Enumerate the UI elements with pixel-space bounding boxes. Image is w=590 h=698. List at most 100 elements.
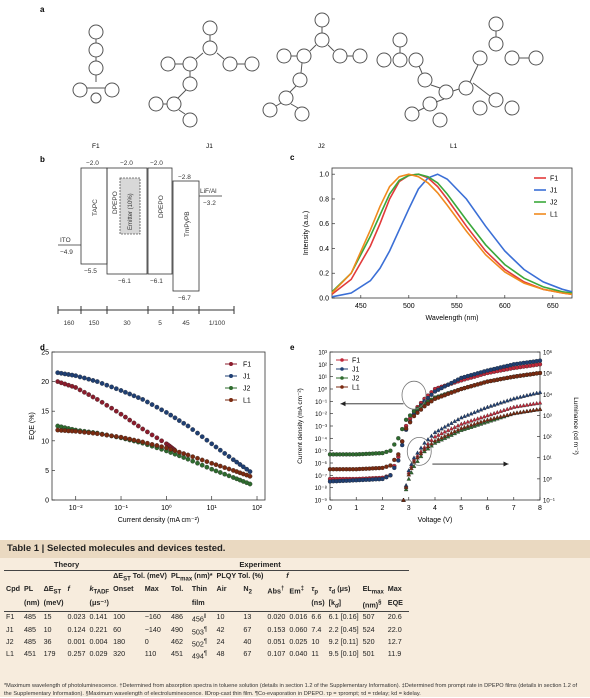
legend-label: J1 (550, 188, 558, 195)
luminance-point-l1 (465, 423, 471, 428)
luminance-point-l1 (488, 416, 494, 421)
data-point-l1 (118, 434, 124, 440)
data-point-l1 (164, 445, 169, 451)
current-point-j2 (380, 450, 385, 456)
x-tick-label: 8 (538, 505, 542, 512)
table-cell: 20.6 (387, 612, 402, 622)
x-tick-label: 5 (459, 505, 463, 512)
current-point-l1 (400, 439, 405, 444)
y2-tick-label: 10¹ (543, 456, 552, 462)
luminance-point-j2 (468, 424, 474, 429)
current-point-l1 (407, 420, 413, 425)
luminance-point-f1 (495, 409, 500, 415)
table-cell: 0.020 (267, 612, 286, 622)
luminance-point-j2 (465, 425, 471, 430)
table-cell: 502¶ (191, 639, 208, 649)
luminance-point-j2 (478, 421, 484, 426)
current-point-j2 (384, 449, 389, 455)
data-point-f1 (94, 397, 100, 402)
layer-tapc-label: TAPC (92, 199, 99, 216)
table-cell: 100 (113, 612, 126, 622)
table-cell: 503¶ (191, 626, 208, 637)
table-cell: 6.1 [0.16] (328, 612, 359, 622)
data-point-j1 (99, 381, 105, 386)
table-cell: 6.6 (311, 612, 322, 622)
luminance-point-l1 (514, 410, 520, 415)
y-tick-label: 10⁻² (315, 412, 327, 418)
col-taup: τp (311, 584, 319, 596)
luminance-point-j1 (436, 428, 441, 433)
luminance-arrowhead (503, 461, 509, 467)
y-tick-label: 10³ (318, 351, 327, 357)
luminance-point-j2 (445, 434, 451, 439)
luminance-point-j1 (478, 407, 484, 412)
luminance-point-l1 (452, 428, 457, 434)
data-point-j1 (113, 386, 119, 392)
luminance-point-j1 (475, 408, 480, 413)
luminance-point-j1 (425, 437, 431, 442)
data-point-j1 (135, 395, 141, 400)
x-tick-label: 10¹ (207, 505, 218, 512)
luminance-point-f1 (475, 416, 480, 421)
data-point-j1 (140, 397, 146, 402)
data-point-j1 (172, 415, 178, 421)
molecule-label-l1: L1 (450, 143, 458, 150)
luminance-point-l1 (491, 415, 497, 420)
luminance-point-j1 (472, 409, 477, 415)
legend-marker (340, 385, 344, 389)
col-f: f (67, 584, 70, 594)
luminance-point-l1 (462, 424, 467, 429)
table-cell: 179 (43, 649, 56, 659)
data-point-f1 (77, 387, 83, 393)
luminance-point-j2 (455, 429, 461, 434)
luminance-point-l1 (425, 444, 431, 449)
luminance-point-f1 (478, 415, 484, 420)
y-tick-label: 10¹ (318, 375, 327, 381)
data-point-l1 (82, 429, 87, 435)
current-point-j1 (429, 392, 434, 397)
level-dpepo1-bottom: −6.1 (118, 278, 131, 285)
y-tick-label: 0.2 (319, 271, 329, 278)
luminance-point-j1 (524, 392, 530, 398)
luminance-point-j1 (531, 391, 536, 396)
layer-lif-label: LiF/Al (200, 188, 217, 195)
legend-marker (340, 358, 344, 362)
table-cell: 501 (362, 649, 375, 659)
table-cell: 451 (170, 649, 183, 659)
x-tick-label: 4 (433, 505, 437, 512)
data-point-j2 (222, 471, 228, 477)
table-cell: 9.2 [0.11] (328, 637, 359, 647)
luminance-point-j2 (422, 449, 427, 454)
molecule-j1-structure (148, 20, 260, 128)
luminance-point-l1 (518, 409, 523, 415)
legend-label: F1 (352, 358, 360, 365)
luminance-point-l1 (511, 410, 517, 416)
luminance-point-l1 (498, 414, 503, 419)
data-point-l1 (159, 444, 164, 450)
luminance-point-j1 (455, 417, 461, 422)
data-point-j1 (226, 454, 232, 459)
x-tick-label: 10² (252, 505, 263, 512)
panel-d-eqe: d 10⁻² 10⁻¹ 10⁰ 10¹ 10² 0 5 10 15 20 25 Current den… (29, 343, 266, 524)
y-tick-label: 25 (41, 350, 49, 357)
x-tick-label: 450 (355, 303, 367, 310)
luminance-point-j2 (439, 437, 444, 442)
luminance-point-j1 (422, 440, 427, 445)
legend-marker (229, 398, 233, 402)
data-point-j1 (244, 466, 250, 472)
luminance-point-l1 (455, 427, 461, 432)
current-point-l1 (411, 413, 417, 419)
panel-label-d: d (40, 343, 45, 352)
legend-marker (229, 374, 233, 378)
table-row: J2 485 36 0.001 0.004 180 0 462 502¶ 24 40 0.051 0.0… (4, 637, 409, 649)
data-point-j1 (77, 374, 83, 380)
luminance-point-j1 (504, 398, 510, 403)
table-cell: 10 (216, 612, 225, 622)
table-cell: 0.051 (267, 637, 286, 647)
luminance-point-j1 (488, 403, 494, 408)
luminance-point-j2 (436, 438, 441, 444)
data-point-j1 (199, 434, 205, 440)
y-tick-label: 10⁻⁹ (315, 498, 328, 505)
data-point-l1 (185, 452, 191, 458)
data-point-l1 (90, 430, 96, 436)
